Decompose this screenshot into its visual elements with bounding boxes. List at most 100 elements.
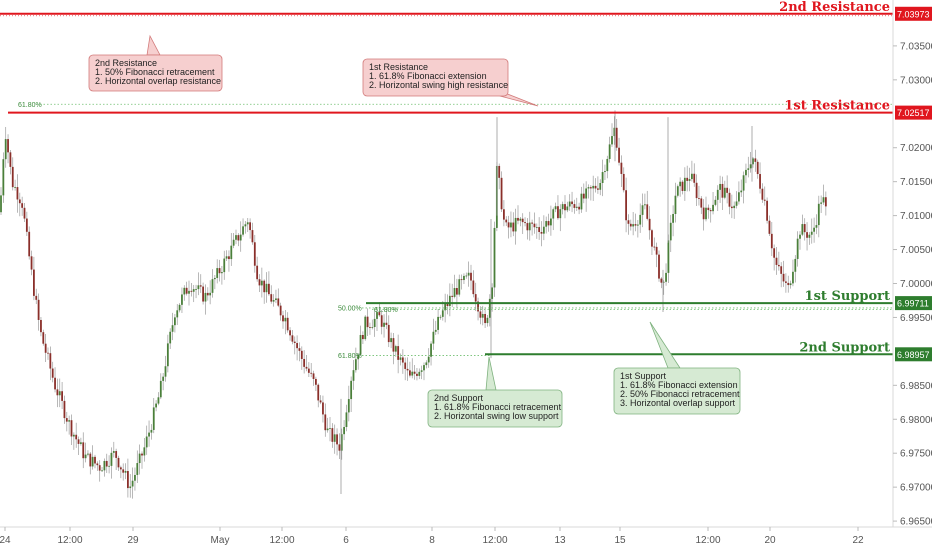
candle-body [613,127,616,137]
candle-body [7,139,9,153]
x-tick-label: 8 [429,535,435,546]
candle-body [535,227,538,228]
candle-body [84,454,87,459]
candle-body [58,391,61,396]
candle-body [481,313,484,318]
candle-body [124,471,127,473]
candle-body [218,268,221,274]
x-tick-label: 24 [0,535,11,546]
candle-body [587,187,590,189]
candle-body [249,222,251,231]
candle-body [122,469,125,473]
candle-body [82,442,85,459]
candle-body [326,428,329,431]
candle-body [505,219,508,223]
candle-body [359,334,362,355]
candle-body [136,463,139,475]
candle-body [806,232,808,238]
candle-body [211,279,214,293]
candle-body [166,343,169,367]
candle-body [112,451,115,453]
x-axis: 24 12:00 29 May 12:00 6 8 12:00 13 15 12:00 20 22 [0,527,864,546]
candle-body [418,371,421,376]
candle-body [268,283,270,295]
candle-body [406,368,409,371]
annotation-title: 2nd Support [434,393,484,403]
candle-body [35,295,38,300]
x-tick-label: 12:00 [695,535,720,546]
candle-body [329,428,331,429]
annotation-box [613,367,741,415]
annotation-title: 2nd Resistance [95,58,157,68]
candle-body [698,198,700,199]
candle-body [785,281,787,283]
candle-body [646,204,649,219]
candle-body [521,218,524,223]
candles [0,110,827,499]
candle-body [582,193,585,199]
candle-body [519,218,522,221]
candle-body [312,373,315,379]
candle-body [190,290,193,292]
candle-body [305,366,308,369]
candle-body [446,303,449,307]
candle-body [780,266,783,274]
candle-body [451,295,454,297]
candle-body [700,198,703,208]
candle-body [423,365,425,371]
candle-body [627,220,630,224]
candle-body [216,268,219,278]
candle-body [108,465,110,467]
candle-body [282,315,284,322]
candle-body [256,265,259,280]
price-tag-label: 7.03973 [897,9,930,19]
candle-body [336,434,338,445]
candle-body [131,480,134,487]
candle-body [246,222,249,225]
candle-body [679,181,682,187]
candle-body [9,152,12,167]
x-tick-label: 6 [343,535,349,546]
candle-body [213,277,216,280]
candle-body [550,218,552,226]
candle-body [387,324,390,343]
candle-body [470,272,472,281]
candle-body [808,234,811,238]
candle-body [448,295,451,307]
candle-body [420,370,423,372]
candle-body [768,220,771,234]
candle-body [726,187,729,193]
candle-body [467,272,470,276]
candle-body [688,179,691,181]
candle-body [761,188,764,200]
candle-body [110,452,113,466]
candle-body [51,368,54,378]
candle-body [526,223,529,231]
y-tick-label: 7.01000 [900,211,932,222]
x-tick-label: 15 [614,535,626,546]
candle-body [702,207,705,220]
candle-body [119,467,122,470]
candle-body [244,224,247,227]
level-label: 2nd Resistance [779,0,890,15]
candle-body [463,275,465,281]
candle-body [96,463,99,466]
candle-body [672,213,674,223]
y-tick-label: 6.98000 [900,415,932,426]
candle-body [632,224,635,227]
candle-body [636,224,639,226]
candle-body [162,376,165,381]
candle-body [199,285,202,287]
candle-body [169,331,172,344]
candle-body [575,206,578,208]
candle-body [730,206,733,209]
candle-body [338,444,341,451]
candle-body [319,400,322,403]
candle-body [531,222,533,224]
candle-body [411,371,414,376]
candle-body [77,439,80,444]
candle-body [568,201,571,207]
candle-body [277,298,280,306]
candle-body [803,224,806,233]
